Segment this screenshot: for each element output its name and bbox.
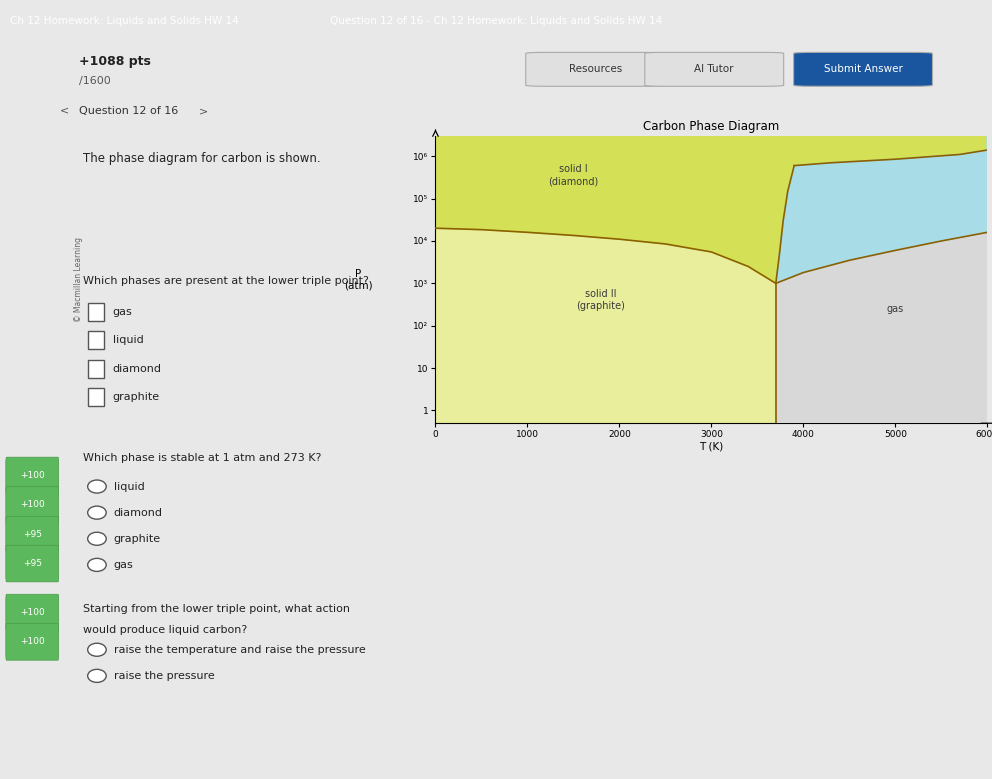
Circle shape (87, 506, 106, 519)
Text: Which phases are present at the lower triple point?: Which phases are present at the lower tr… (83, 277, 369, 287)
Bar (87, 331, 104, 350)
Text: liquid: liquid (114, 481, 145, 492)
Text: P
(atm): P (atm) (344, 269, 373, 291)
Circle shape (87, 480, 106, 493)
FancyBboxPatch shape (794, 52, 932, 86)
Text: gas: gas (113, 307, 133, 317)
Text: graphite: graphite (113, 392, 160, 402)
Polygon shape (776, 136, 987, 284)
Text: gas: gas (114, 560, 133, 570)
Text: Which phase is stable at 1 atm and 273 K?: Which phase is stable at 1 atm and 273 K… (83, 453, 321, 463)
Text: Al Tutor: Al Tutor (694, 65, 734, 74)
Text: +95: +95 (23, 530, 42, 539)
FancyBboxPatch shape (6, 594, 59, 631)
FancyBboxPatch shape (6, 624, 59, 660)
Bar (87, 303, 104, 322)
Text: raise the temperature and raise the pressure: raise the temperature and raise the pres… (114, 645, 365, 654)
Text: diamond: diamond (113, 364, 162, 374)
Text: Question 12 of 16 - Ch 12 Homework: Liquids and Solids HW 14: Question 12 of 16 - Ch 12 Homework: Liqu… (330, 16, 662, 26)
Text: >: > (198, 106, 207, 116)
Title: Carbon Phase Diagram: Carbon Phase Diagram (643, 121, 780, 133)
Bar (87, 388, 104, 407)
Text: +95: +95 (23, 559, 42, 568)
FancyBboxPatch shape (526, 52, 665, 86)
Text: gas: gas (887, 304, 904, 314)
Text: Submit Answer: Submit Answer (823, 65, 903, 74)
Text: graphite: graphite (114, 534, 161, 544)
Text: /1600: /1600 (79, 76, 111, 86)
Text: diamond: diamond (114, 508, 163, 518)
Text: Starting from the lower triple point, what action: Starting from the lower triple point, wh… (83, 604, 350, 614)
Circle shape (87, 532, 106, 545)
FancyBboxPatch shape (6, 457, 59, 494)
FancyBboxPatch shape (6, 545, 59, 582)
Text: © Macmillan Learning: © Macmillan Learning (73, 237, 83, 323)
FancyBboxPatch shape (6, 516, 59, 553)
FancyBboxPatch shape (6, 487, 59, 523)
FancyBboxPatch shape (645, 52, 784, 86)
Text: solid II
(graphite): solid II (graphite) (576, 290, 626, 311)
Text: +100: +100 (20, 471, 45, 480)
Text: Resources: Resources (568, 65, 622, 74)
Text: <: < (60, 106, 72, 116)
Text: +100: +100 (20, 608, 45, 617)
Bar (87, 360, 104, 378)
Text: +1088 pts: +1088 pts (79, 55, 151, 68)
X-axis label: T (K): T (K) (699, 442, 723, 452)
Text: Ch 12 Homework: Liquids and Solids HW 14: Ch 12 Homework: Liquids and Solids HW 14 (10, 16, 239, 26)
Text: The phase diagram for carbon is shown.: The phase diagram for carbon is shown. (83, 153, 320, 165)
Text: would produce liquid carbon?: would produce liquid carbon? (83, 625, 247, 635)
Text: raise the pressure: raise the pressure (114, 671, 214, 681)
Text: liquid: liquid (113, 335, 144, 345)
Polygon shape (776, 232, 987, 423)
Polygon shape (435, 136, 987, 284)
Circle shape (87, 559, 106, 572)
Text: liquid: liquid (882, 206, 909, 217)
Polygon shape (435, 228, 776, 423)
Circle shape (87, 669, 106, 682)
Text: solid I
(diamond): solid I (diamond) (549, 164, 598, 186)
Text: +100: +100 (20, 500, 45, 509)
Text: +100: +100 (20, 637, 45, 647)
Circle shape (87, 643, 106, 656)
Text: Question 12 of 16: Question 12 of 16 (79, 106, 179, 116)
